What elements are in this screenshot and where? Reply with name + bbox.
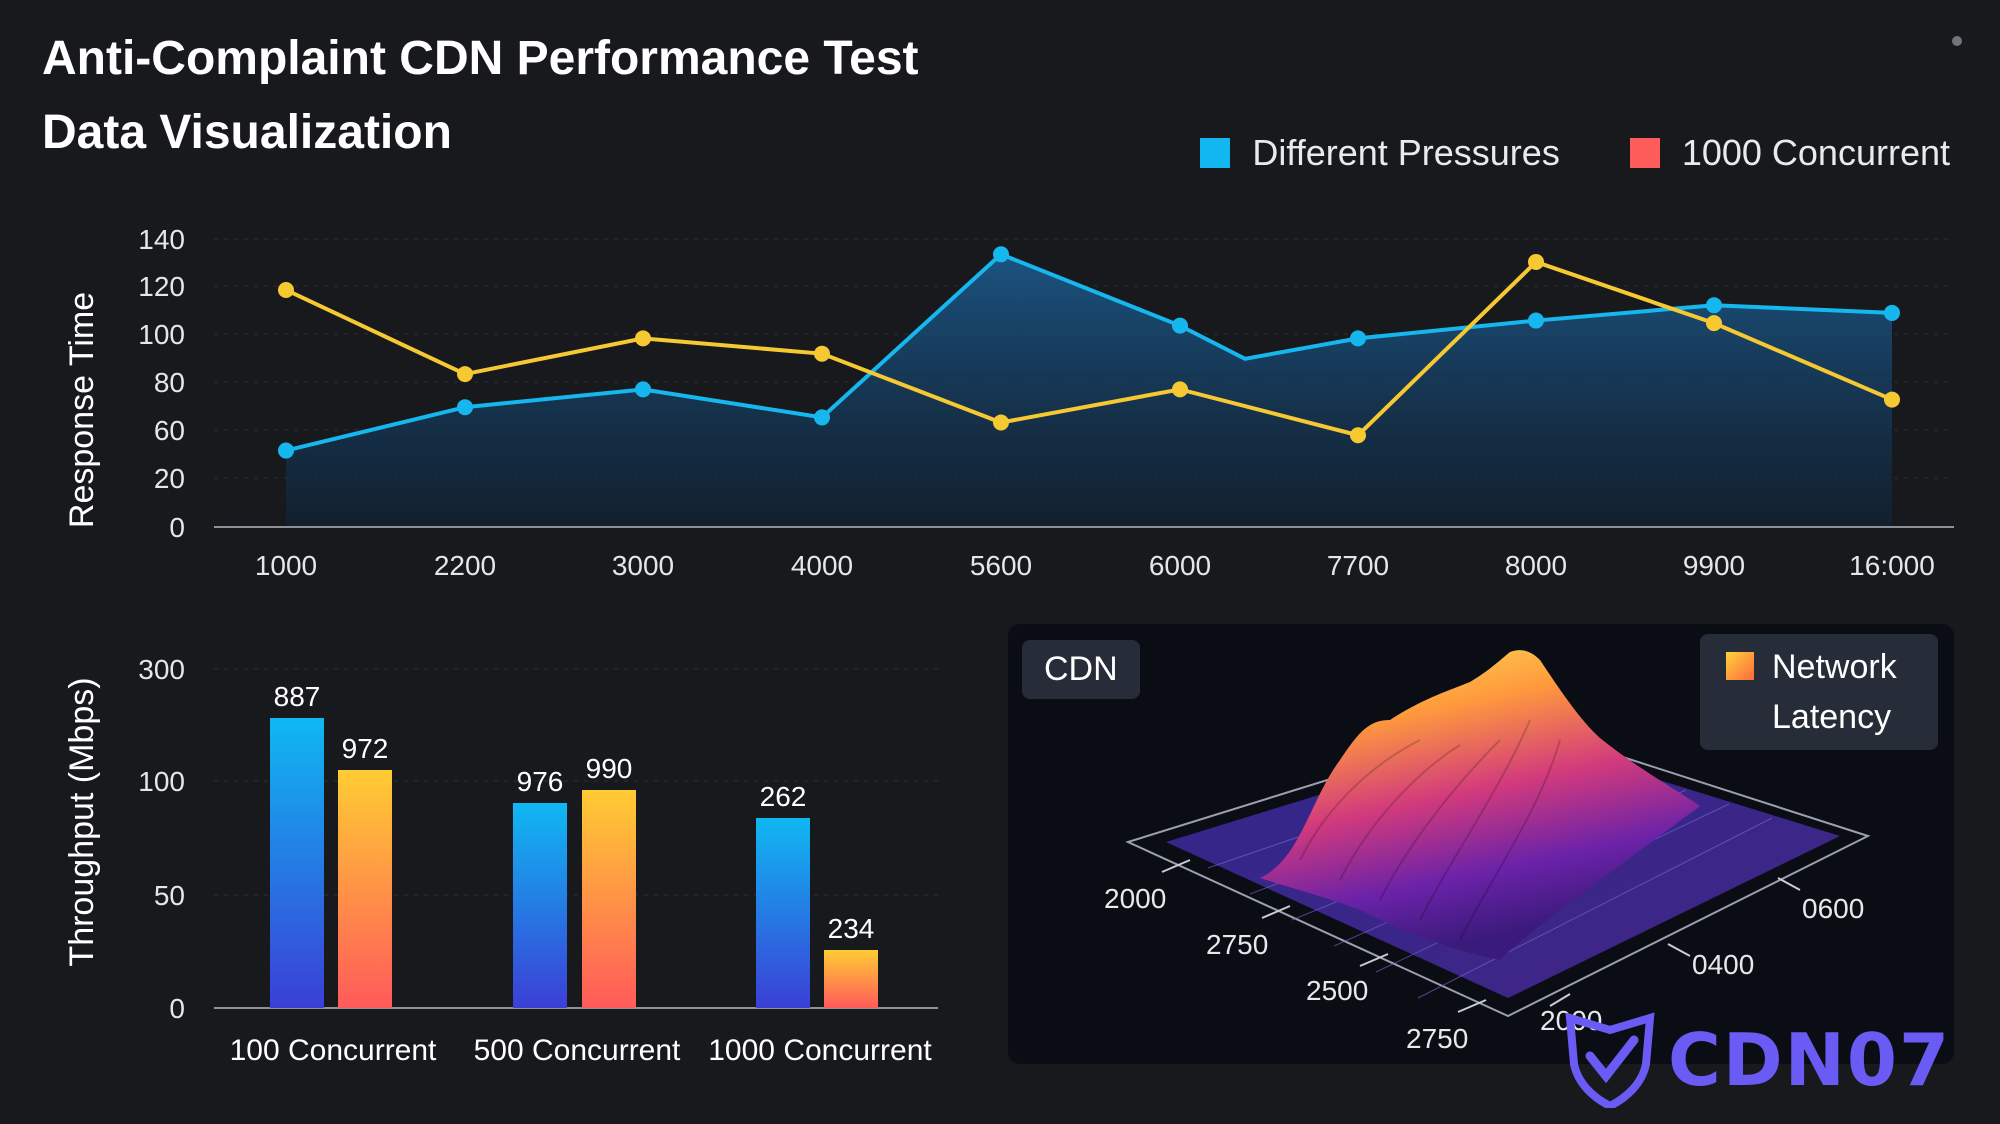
line-y-tick: 80 [154, 367, 185, 398]
pressure-point [1706, 297, 1722, 314]
bar-y-tick: 50 [154, 880, 185, 911]
bar-value-label: 976 [517, 766, 564, 797]
bar-y-tick: 300 [138, 654, 185, 685]
bar-value-label: 972 [342, 733, 389, 764]
pressure-point [1528, 312, 1544, 329]
pressure-point [635, 381, 651, 398]
concurrent-point [457, 366, 473, 383]
throughput-bar-orange [582, 790, 636, 1008]
throughput-bar-orange [338, 770, 392, 1008]
pressure-point [1350, 330, 1366, 347]
legend-swatch-red [1629, 138, 1660, 168]
concurrent-point [993, 414, 1009, 431]
bar-value-label: 990 [586, 753, 633, 784]
bar-y-tick: 0 [169, 993, 185, 1024]
throughput-bar-blue [513, 803, 567, 1008]
concurrent-point [1172, 381, 1188, 398]
line-x-tick: 2200 [434, 550, 496, 581]
concurrent-point [1528, 253, 1544, 270]
surface-title-tag: CDN [1022, 640, 1140, 699]
line-x-tick: 9900 [1683, 550, 1745, 581]
surface-legend-label: Network Latency [1772, 642, 1897, 742]
line-x-tick: 5600 [970, 550, 1032, 581]
throughput-bar-blue [270, 718, 324, 1008]
response-time-line-chart: Response Time 0 20 60 80 100 120 140 1000 2200 3… [63, 224, 1954, 581]
legend-label-concurrent: 1000 Concurrent [1681, 132, 1950, 173]
corner-dot [1952, 36, 1962, 46]
page-title: Anti-Complaint CDN Performance Test Data… [42, 22, 919, 170]
concurrent-point [278, 281, 294, 298]
line-x-tick: 4000 [791, 550, 853, 581]
line-y-axis-label: Response Time [63, 292, 101, 528]
surface-legend-line-1: Network [1772, 648, 1897, 686]
brand-logo-text: CDN07 [1668, 1018, 1952, 1102]
surface-legend-swatch [1726, 652, 1754, 680]
pressure-point [1884, 304, 1900, 321]
pressure-point [1172, 317, 1188, 334]
legend-swatch-blue [1200, 138, 1231, 168]
concurrent-point [635, 330, 651, 347]
line-x-tick: 16:000 [1849, 550, 1935, 581]
line-y-tick: 100 [138, 319, 185, 350]
line-y-tick: 20 [154, 463, 185, 494]
pressure-point [457, 399, 473, 416]
concurrent-point [814, 345, 830, 362]
pressure-point [278, 442, 294, 459]
surface-legend: Network Latency [1700, 634, 1938, 750]
bar-value-label: 887 [274, 681, 321, 712]
line-y-tick: 140 [138, 224, 185, 255]
throughput-bar-orange [824, 950, 878, 1008]
legend-item-concurrent: 1000 Concurrent [1629, 132, 1950, 174]
line-y-tick: 0 [169, 512, 185, 543]
line-x-tick: 3000 [612, 550, 674, 581]
bar-value-label: 234 [828, 913, 875, 944]
series-line-concurrent [285, 259, 1893, 438]
bar-x-tick: 1000 Concurrent [708, 1034, 932, 1067]
concurrent-point [1350, 427, 1366, 444]
title-line-2: Data Visualization [42, 106, 452, 159]
bar-x-tick: 100 Concurrent [230, 1034, 437, 1067]
brand-logo: CDN07 [1560, 1012, 1951, 1108]
bar-y-tick: 100 [138, 766, 185, 797]
line-x-tick: 8000 [1505, 550, 1567, 581]
pressure-area-fill [286, 254, 1892, 527]
title-line-1: Anti-Complaint CDN Performance Test [42, 32, 919, 85]
surface-legend-line-2: Latency [1772, 698, 1892, 736]
concurrent-point [1706, 315, 1722, 332]
pressure-point [993, 246, 1009, 263]
line-x-tick: 7700 [1327, 550, 1389, 581]
chart-legend: Different Pressures 1000 Concurrent [1200, 132, 1950, 174]
legend-item-pressures: Different Pressures [1200, 132, 1560, 174]
pressure-point [814, 409, 830, 426]
line-x-tick: 1000 [255, 550, 317, 581]
bar-value-label: 262 [760, 781, 807, 812]
throughput-bar-blue [756, 818, 810, 1008]
line-y-tick: 120 [138, 271, 185, 302]
legend-label-pressures: Different Pressures [1252, 132, 1560, 173]
line-x-tick: 6000 [1149, 550, 1211, 581]
concurrent-point [1884, 391, 1900, 408]
shield-check-icon [1565, 1012, 1655, 1108]
bar-x-tick: 500 Concurrent [474, 1034, 681, 1067]
line-y-tick: 60 [154, 415, 185, 446]
bar-y-axis-label: Throughput (Mbps) [63, 677, 101, 966]
